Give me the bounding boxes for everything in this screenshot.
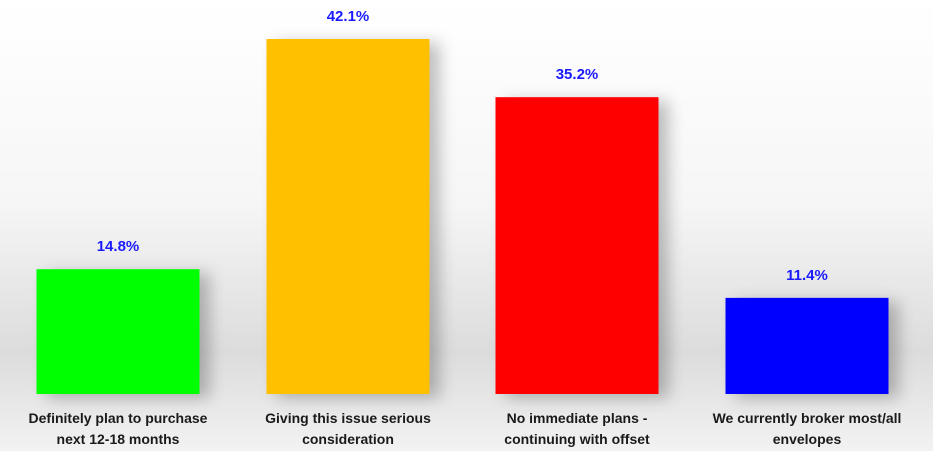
- category-label-2-line-2: consideration: [302, 431, 394, 447]
- bar-1: [36, 269, 200, 394]
- category-label-3-line-2: continuing with offset: [504, 431, 650, 447]
- value-label-1: 14.8%: [97, 238, 140, 255]
- category-label-3-line-1: No immediate plans -: [507, 410, 648, 426]
- category-label-1-line-1: Definitely plan to purchase: [29, 410, 208, 426]
- value-labels-group: 14.8% 42.1% 35.2% 11.4%: [97, 8, 828, 284]
- category-labels-group: Definitely plan to purchase next 12-18 mo…: [29, 410, 902, 447]
- value-label-3: 35.2%: [556, 66, 599, 83]
- bar-3: [495, 97, 659, 395]
- category-label-2-line-1: Giving this issue serious: [265, 410, 431, 426]
- category-label-4-line-1: We currently broker most/all: [713, 410, 902, 426]
- bar-4: [725, 297, 889, 394]
- bar-2: [266, 39, 430, 394]
- value-label-2: 42.1%: [327, 8, 370, 25]
- bars-group: [36, 39, 889, 395]
- category-label-4-line-2: envelopes: [773, 431, 842, 447]
- category-label-1-line-2: next 12-18 months: [57, 431, 180, 447]
- value-label-4: 11.4%: [786, 267, 828, 284]
